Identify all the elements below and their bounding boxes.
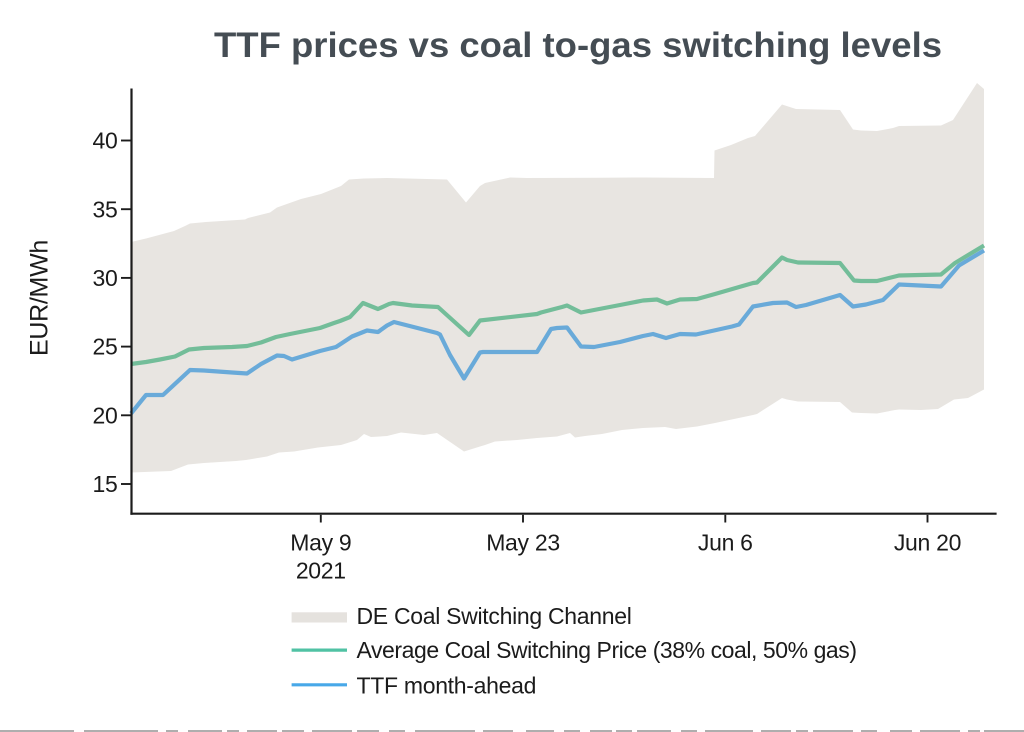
svg-text:Average Coal Switching Price (: Average Coal Switching Price (38% coal, … [357,637,857,663]
svg-text:May 23: May 23 [486,529,560,555]
svg-text:DE Coal Switching Channel: DE Coal Switching Channel [357,603,632,629]
svg-text:TTF month-ahead: TTF month-ahead [357,672,537,698]
svg-text:15: 15 [93,471,118,497]
svg-text:20: 20 [93,402,118,428]
svg-text:TTF prices vs coal to-gas swit: TTF prices vs coal to-gas switching leve… [214,25,942,65]
svg-text:40: 40 [93,128,118,154]
svg-text:25: 25 [93,334,118,360]
svg-text:30: 30 [93,265,118,291]
svg-text:EUR/MWh: EUR/MWh [26,240,54,356]
svg-text:May 9: May 9 [290,529,351,555]
svg-text:Jun 6: Jun 6 [698,529,753,555]
svg-text:2021: 2021 [296,557,346,583]
svg-text:Jun 20: Jun 20 [894,529,961,555]
svg-text:35: 35 [93,196,118,222]
